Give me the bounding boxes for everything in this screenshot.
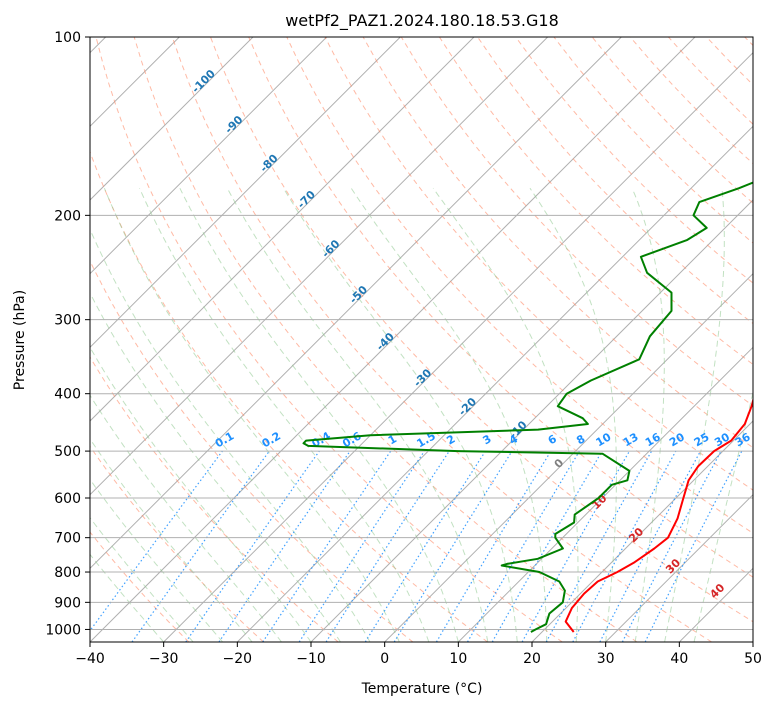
dry-adiabat-line: [90, 445, 264, 642]
isotherm-line: [90, 37, 328, 275]
x-tick-label: 40: [670, 651, 688, 667]
dry-adiabat-line: [248, 37, 753, 578]
mixing-ratio-line: [393, 450, 513, 642]
y-tick-label: 400: [54, 387, 81, 403]
isotherm-line: [90, 37, 254, 201]
mixing-ratio-line: [185, 450, 320, 642]
temperature-profile-line: [564, 396, 753, 633]
mixing-ratio-line: [298, 450, 425, 642]
mixing-ratio-line: [131, 450, 270, 642]
y-tick-label: 500: [54, 444, 81, 460]
isotherm-line: [90, 37, 401, 349]
moist-adiabat-line: [90, 553, 165, 642]
dewpoint-profile-line: [302, 181, 753, 633]
moist-adiabat-line: [529, 187, 617, 642]
dry-adiabat-line: [400, 37, 753, 407]
mixing-ratio-line: [521, 450, 631, 642]
x-tick-label: 10: [449, 651, 467, 667]
isotherm-line: [90, 37, 549, 496]
x-tick-label: 50: [744, 651, 762, 667]
moist-adiabat-line: [693, 390, 753, 642]
pressure-grid: [90, 37, 753, 630]
dry-adiabat-line: [90, 259, 414, 642]
dry-adiabat-line: [171, 37, 712, 642]
x-tick-label: 0: [380, 651, 389, 667]
moist-adiabat-line: [179, 187, 459, 642]
x-axis-label: Temperature (°C): [361, 681, 483, 697]
y-tick-label: 1000: [45, 622, 81, 638]
isotherm-line: [605, 493, 753, 642]
y-axis: 100 200 300 400 500 600 700 800 900 1000: [45, 30, 90, 638]
y-tick-label: 700: [54, 531, 81, 547]
y-tick-label: 100: [54, 30, 81, 46]
profile-series: [302, 181, 753, 633]
dry-adiabat-line: [515, 37, 753, 284]
isotherm-line: [236, 125, 753, 642]
dry-adiabat-line: [438, 37, 753, 366]
plot-frame: [89, 36, 754, 643]
mixing-ratio-line: [218, 450, 351, 642]
dry-adiabat-line: [90, 531, 190, 642]
moist-adiabat-line: [103, 188, 400, 642]
moist-adiabat-line: [226, 187, 489, 642]
dry-adiabat-line: [210, 37, 753, 623]
isotherm-line: [531, 420, 753, 642]
isotherm-line: [457, 346, 753, 642]
mixing-ratio-line: [90, 450, 223, 632]
dry-adiabat-line: [133, 37, 638, 642]
dry-adiabat-line: [90, 150, 488, 642]
y-axis-label: Pressure (hPa): [12, 290, 28, 390]
x-tick-label: −40: [75, 651, 105, 667]
y-tick-label: 800: [54, 565, 81, 581]
isotherm-line: [163, 51, 753, 642]
moist-adiabat-line: [664, 188, 725, 642]
dry-adiabat-line: [90, 356, 339, 642]
reference-lines: [90, 37, 753, 642]
dry-adiabat-line: [286, 37, 753, 534]
dry-adiabat-line: [95, 37, 563, 642]
moist-adiabat-line: [631, 188, 665, 642]
moist-adiabat-line: [90, 228, 371, 642]
moist-adiabat-line: [139, 187, 430, 642]
y-tick-label: 900: [54, 595, 81, 611]
moist-adiabat-line: [283, 187, 518, 642]
moist-adiabat-line: [90, 478, 223, 642]
isotherm-line: [90, 37, 622, 570]
isotherm-line: [384, 272, 753, 642]
chart-title: wetPf2_PAZ1.2024.180.18.53.G18: [285, 11, 559, 31]
x-tick-label: −30: [149, 651, 179, 667]
x-axis: −40 −30 −20 −10 0 10 20 30 40 50: [75, 642, 762, 667]
mixing-ratio-line: [572, 450, 677, 642]
isotherm-line: [90, 37, 696, 642]
mixing-ratio-line: [545, 450, 653, 642]
y-tick-label: 600: [54, 491, 81, 507]
mixing-ratio-line: [325, 450, 450, 642]
moist-adiabat-line: [90, 516, 194, 642]
y-tick-label: 300: [54, 313, 81, 329]
mixing-ratio-line: [644, 450, 743, 642]
x-tick-label: −20: [223, 651, 253, 667]
x-tick-label: 30: [597, 651, 615, 667]
x-tick-label: 20: [523, 651, 541, 667]
isotherm-line: [90, 37, 475, 422]
y-tick-label: 200: [54, 208, 81, 224]
mixing-ratio-line: [262, 450, 392, 642]
x-tick-label: −10: [296, 651, 326, 667]
moist-adiabat-line: [90, 292, 341, 642]
